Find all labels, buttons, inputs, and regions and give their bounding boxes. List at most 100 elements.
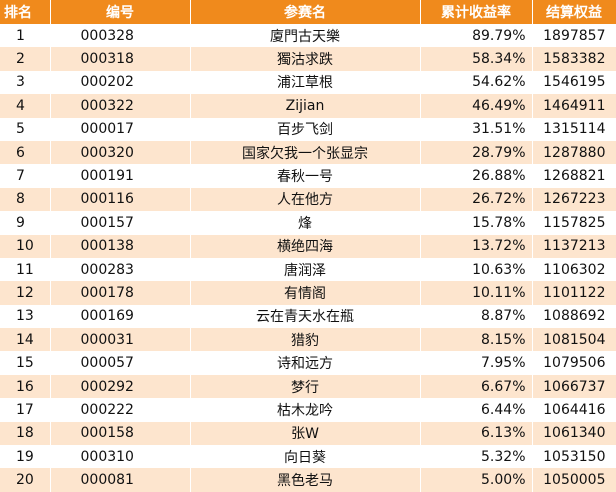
id-cell: 000169 [50, 304, 191, 329]
name-cell: 梦行 [190, 374, 421, 399]
equity-cell: 1088692 [532, 304, 616, 329]
return-cell: 13.72% [420, 234, 533, 258]
equity-cell: 1267223 [532, 187, 616, 212]
rank-cell: 14 [0, 328, 51, 352]
return-cell: 6.44% [420, 398, 533, 422]
rank-cell: 19 [0, 445, 51, 469]
table-row: 14 000031 猎豹 8.15% 1081504 [0, 328, 616, 352]
table-row: 17 000222 枯木龙吟 6.44% 1064416 [0, 398, 616, 422]
table-row: 5 000017 百步飞剑 31.51% 1315114 [0, 117, 616, 141]
name-cell: 百步飞剑 [190, 117, 421, 141]
rank-cell: 18 [0, 421, 51, 446]
rank-cell: 9 [0, 211, 51, 235]
table-row: 18 000158 张W 6.13% 1061340 [0, 421, 616, 446]
table-row: 12 000178 有情阁 10.11% 1101122 [0, 281, 616, 305]
equity-cell: 1897857 [532, 24, 616, 48]
table-row: 11 000283 唐润泽 10.63% 1106302 [0, 257, 616, 282]
return-cell: 8.87% [420, 304, 533, 329]
header-equity: 结算权益 [532, 0, 616, 24]
id-cell: 000116 [50, 187, 191, 212]
name-cell: 春秋一号 [190, 164, 421, 188]
table-body: 1 000328 廈門古天樂 89.79% 1897857 2 000318 獨沽求跌 58.3… [0, 24, 616, 492]
rank-cell: 6 [0, 140, 51, 165]
return-cell: 7.95% [420, 351, 533, 375]
equity-cell: 1287880 [532, 140, 616, 165]
equity-cell: 1079506 [532, 351, 616, 375]
return-cell: 54.62% [420, 70, 533, 95]
equity-cell: 1081504 [532, 328, 616, 352]
rank-cell: 2 [0, 47, 51, 71]
table-row: 9 000157 烽 15.78% 1157825 [0, 211, 616, 235]
header-id: 编号 [50, 0, 191, 24]
id-cell: 000081 [50, 468, 191, 492]
rank-cell: 12 [0, 281, 51, 305]
name-cell: 人在他方 [190, 187, 421, 212]
id-cell: 000222 [50, 398, 191, 422]
equity-cell: 1583382 [532, 47, 616, 71]
return-cell: 89.79% [420, 24, 533, 48]
name-cell: 唐润泽 [190, 257, 421, 282]
rank-cell: 16 [0, 374, 51, 399]
equity-cell: 1050005 [532, 468, 616, 492]
name-cell: 张W [190, 421, 421, 446]
equity-cell: 1066737 [532, 374, 616, 399]
equity-cell: 1157825 [532, 211, 616, 235]
return-cell: 8.15% [420, 328, 533, 352]
name-cell: 浦江草根 [190, 70, 421, 95]
id-cell: 000283 [50, 257, 191, 282]
return-cell: 15.78% [420, 211, 533, 235]
table-row: 16 000292 梦行 6.67% 1066737 [0, 374, 616, 399]
name-cell: 枯木龙吟 [190, 398, 421, 422]
return-cell: 31.51% [420, 117, 533, 141]
id-cell: 000310 [50, 445, 191, 469]
name-cell: 诗和远方 [190, 351, 421, 375]
rank-cell: 3 [0, 70, 51, 95]
id-cell: 000202 [50, 70, 191, 95]
equity-cell: 1464911 [532, 94, 616, 118]
rank-cell: 11 [0, 257, 51, 282]
id-cell: 000178 [50, 281, 191, 305]
table-row: 6 000320 国家欠我一个张显宗 28.79% 1287880 [0, 140, 616, 165]
name-cell: 獨沽求跌 [190, 47, 421, 71]
id-cell: 000157 [50, 211, 191, 235]
return-cell: 10.63% [420, 257, 533, 282]
table-row: 7 000191 春秋一号 26.88% 1268821 [0, 164, 616, 188]
id-cell: 000292 [50, 374, 191, 399]
id-cell: 000318 [50, 47, 191, 71]
table-row: 3 000202 浦江草根 54.62% 1546195 [0, 70, 616, 95]
equity-cell: 1061340 [532, 421, 616, 446]
equity-cell: 1101122 [532, 281, 616, 305]
name-cell: 廈門古天樂 [190, 24, 421, 48]
return-cell: 46.49% [420, 94, 533, 118]
rank-cell: 5 [0, 117, 51, 141]
table-row: 19 000310 向日葵 5.32% 1053150 [0, 445, 616, 469]
id-cell: 000031 [50, 328, 191, 352]
table-row: 2 000318 獨沽求跌 58.34% 1583382 [0, 47, 616, 71]
return-cell: 28.79% [420, 140, 533, 165]
equity-cell: 1106302 [532, 257, 616, 282]
return-cell: 6.67% [420, 374, 533, 399]
name-cell: Zijian [190, 94, 421, 118]
rank-cell: 1 [0, 24, 51, 48]
rank-cell: 20 [0, 468, 51, 492]
table-row: 4 000322 Zijian 46.49% 1464911 [0, 94, 616, 118]
table-row: 15 000057 诗和远方 7.95% 1079506 [0, 351, 616, 375]
return-cell: 5.00% [420, 468, 533, 492]
rank-cell: 15 [0, 351, 51, 375]
rank-cell: 10 [0, 234, 51, 258]
equity-cell: 1064416 [532, 398, 616, 422]
name-cell: 有情阁 [190, 281, 421, 305]
equity-cell: 1137213 [532, 234, 616, 258]
table-row: 10 000138 横绝四海 13.72% 1137213 [0, 234, 616, 258]
name-cell: 向日葵 [190, 445, 421, 469]
name-cell: 猎豹 [190, 328, 421, 352]
rank-cell: 8 [0, 187, 51, 212]
id-cell: 000322 [50, 94, 191, 118]
id-cell: 000191 [50, 164, 191, 188]
header-name: 参赛名 [190, 0, 421, 24]
table-header-row: 排名 编号 参赛名 累计收益率 结算权益 [0, 0, 616, 24]
rank-cell: 17 [0, 398, 51, 422]
return-cell: 6.13% [420, 421, 533, 446]
rank-cell: 4 [0, 94, 51, 118]
rank-cell: 7 [0, 164, 51, 188]
